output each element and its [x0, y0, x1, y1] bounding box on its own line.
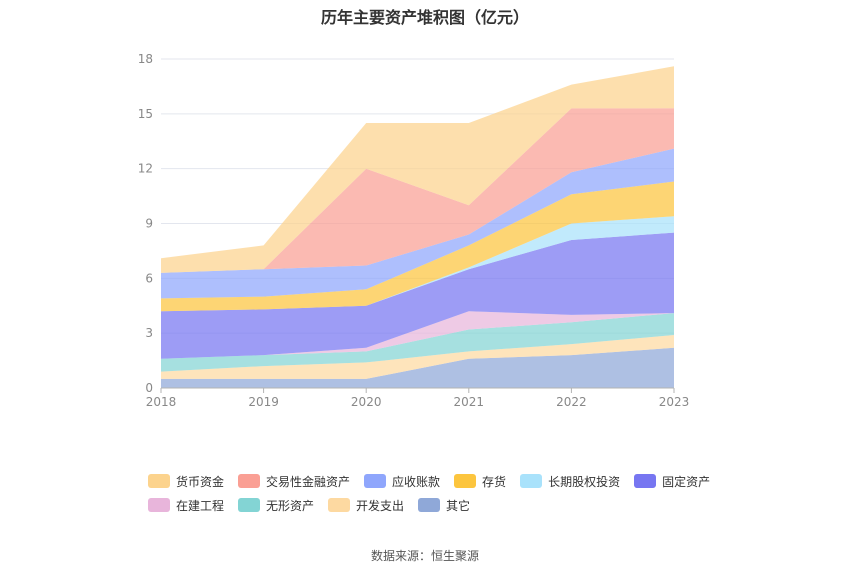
legend-swatch [364, 474, 387, 488]
x-tick-label: 2019 [248, 395, 279, 409]
x-tick-label: 2022 [556, 395, 587, 409]
x-tick-label: 2023 [659, 395, 690, 409]
legend-label: 无形资产 [266, 498, 315, 513]
y-tick-label: 15 [138, 107, 153, 121]
legend-swatch [418, 498, 441, 512]
legend-item[interactable]: 开发支出 [328, 497, 404, 513]
legend-item[interactable]: 交易性金融资产 [238, 473, 350, 489]
x-tick-label: 2021 [454, 395, 485, 409]
area-series [161, 311, 674, 359]
legend-swatch [634, 474, 657, 488]
legend: 货币资金 交易性金融资产 应收账款 存货 长期股权投资 固定资产 在建工程 无形… [148, 473, 728, 513]
area-series [161, 108, 674, 273]
legend-swatch [148, 498, 170, 512]
area-series [161, 232, 674, 359]
area-series [161, 347, 674, 388]
legend-swatch [238, 474, 261, 488]
legend-label: 在建工程 [176, 498, 225, 513]
legend-label: 应收账款 [392, 474, 441, 489]
legend-item[interactable]: 无形资产 [238, 497, 314, 513]
y-tick-label: 6 [145, 271, 153, 285]
legend-item[interactable]: 货币资金 [148, 473, 224, 489]
legend-label: 长期股权投资 [548, 474, 621, 489]
legend-swatch [328, 498, 351, 512]
legend-item[interactable]: 其它 [418, 497, 470, 513]
legend-swatch [148, 474, 170, 488]
legend-label: 货币资金 [176, 474, 225, 489]
legend-swatch [520, 474, 543, 488]
area-series [161, 181, 674, 312]
legend-label: 固定资产 [662, 474, 711, 489]
y-tick-label: 3 [145, 326, 153, 340]
legend-item[interactable]: 存货 [454, 473, 506, 489]
x-tick-label: 2018 [146, 395, 177, 409]
y-tick-label: 0 [145, 381, 153, 395]
legend-label: 开发支出 [356, 498, 405, 513]
area-series [161, 216, 674, 312]
area-series [161, 313, 674, 372]
y-tick-label: 9 [145, 217, 153, 231]
legend-label: 交易性金融资产 [266, 474, 351, 489]
chart-title: 历年主要资产堆积图（亿元） [320, 8, 529, 27]
legend-item[interactable]: 在建工程 [148, 497, 224, 513]
y-tick-label: 12 [138, 162, 153, 176]
legend-item[interactable]: 长期股权投资 [520, 473, 620, 489]
area-series [161, 148, 674, 299]
area-series [161, 66, 674, 273]
legend-label: 其它 [446, 498, 471, 513]
legend-item[interactable]: 应收账款 [364, 473, 440, 489]
legend-swatch [238, 498, 261, 512]
data-source: 数据来源：恒生聚源 [370, 549, 479, 563]
legend-label: 存货 [482, 474, 507, 489]
x-tick-label: 2020 [351, 395, 382, 409]
legend-swatch [454, 474, 477, 488]
y-tick-label: 18 [138, 52, 153, 66]
legend-item[interactable]: 固定资产 [634, 473, 710, 489]
area-series [161, 335, 674, 379]
